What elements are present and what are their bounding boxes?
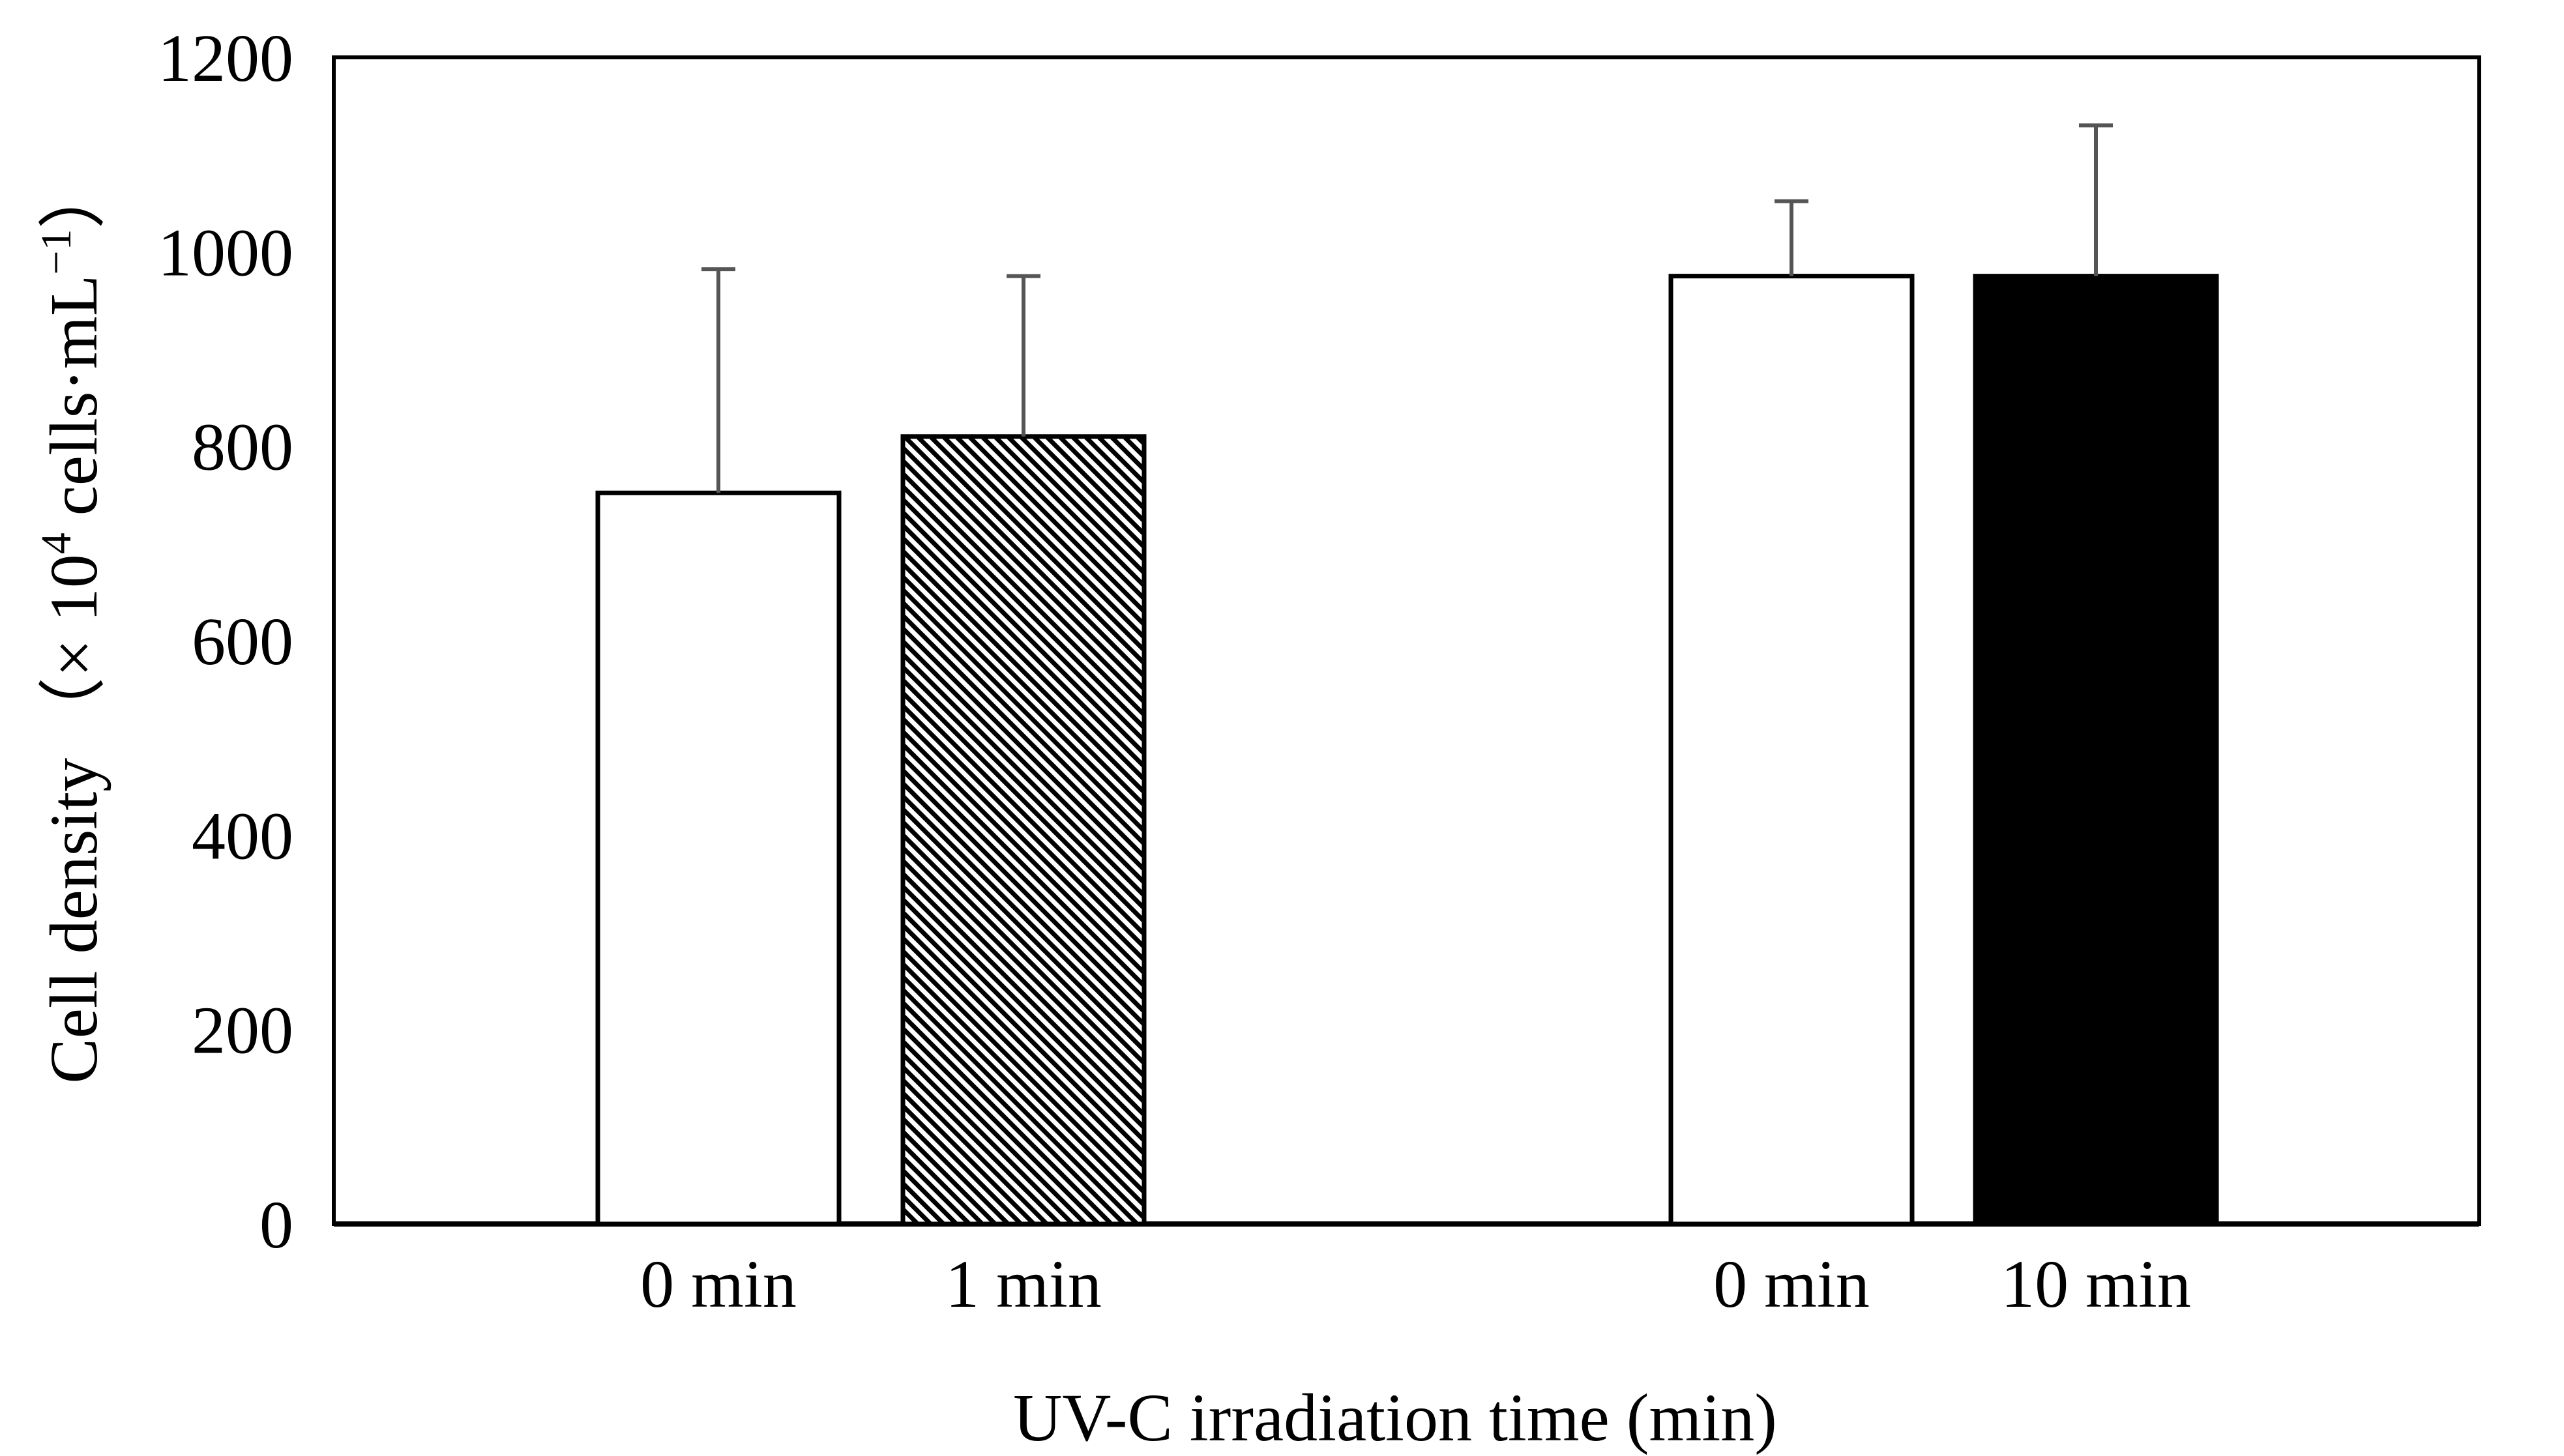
bar-1-1 [595, 490, 842, 1227]
x-category-label: 0 min [640, 1247, 797, 1322]
y-tick-label: 800 [192, 410, 293, 485]
y-axis-title-unit-exp: 4 [33, 532, 80, 554]
y-tick-label: 0 [259, 1187, 293, 1262]
y-axis-title-unit-mid: cells·mL [37, 275, 111, 533]
x-category-label: 1 min [945, 1247, 1102, 1322]
x-axis-labels: 0 min 1 min 0 min 10 min [640, 1247, 2191, 1322]
x-category-label: 10 min [2001, 1247, 2191, 1322]
y-tick-label: 600 [192, 604, 293, 679]
y-axis-title-main: Cell density [37, 758, 111, 1084]
bar-2-2 [1973, 274, 2219, 1227]
y-axis-title: Cell density （× 104 cells·mL−1） [33, 161, 111, 1083]
y-axis-title-unit-prefix: （× 10 [37, 554, 111, 745]
y-tick-label: 1000 [158, 215, 293, 290]
bar-1-2 [900, 434, 1147, 1227]
error-bars [701, 123, 2113, 493]
bars [595, 274, 2219, 1227]
bar-2-1 [1668, 274, 1915, 1227]
y-tick-label: 200 [192, 993, 293, 1068]
x-axis-title: UV-C irradiation time (min) [1013, 1380, 1777, 1455]
y-axis-ticks: 0 200 400 600 800 1000 1200 [158, 21, 293, 1262]
y-tick-label: 400 [192, 798, 293, 873]
y-axis-title-unit-exp2: −1 [33, 229, 80, 274]
y-axis-title-unit-suffix: ） [37, 161, 111, 229]
x-category-label: 0 min [1713, 1247, 1870, 1322]
y-tick-label: 1200 [158, 21, 293, 96]
